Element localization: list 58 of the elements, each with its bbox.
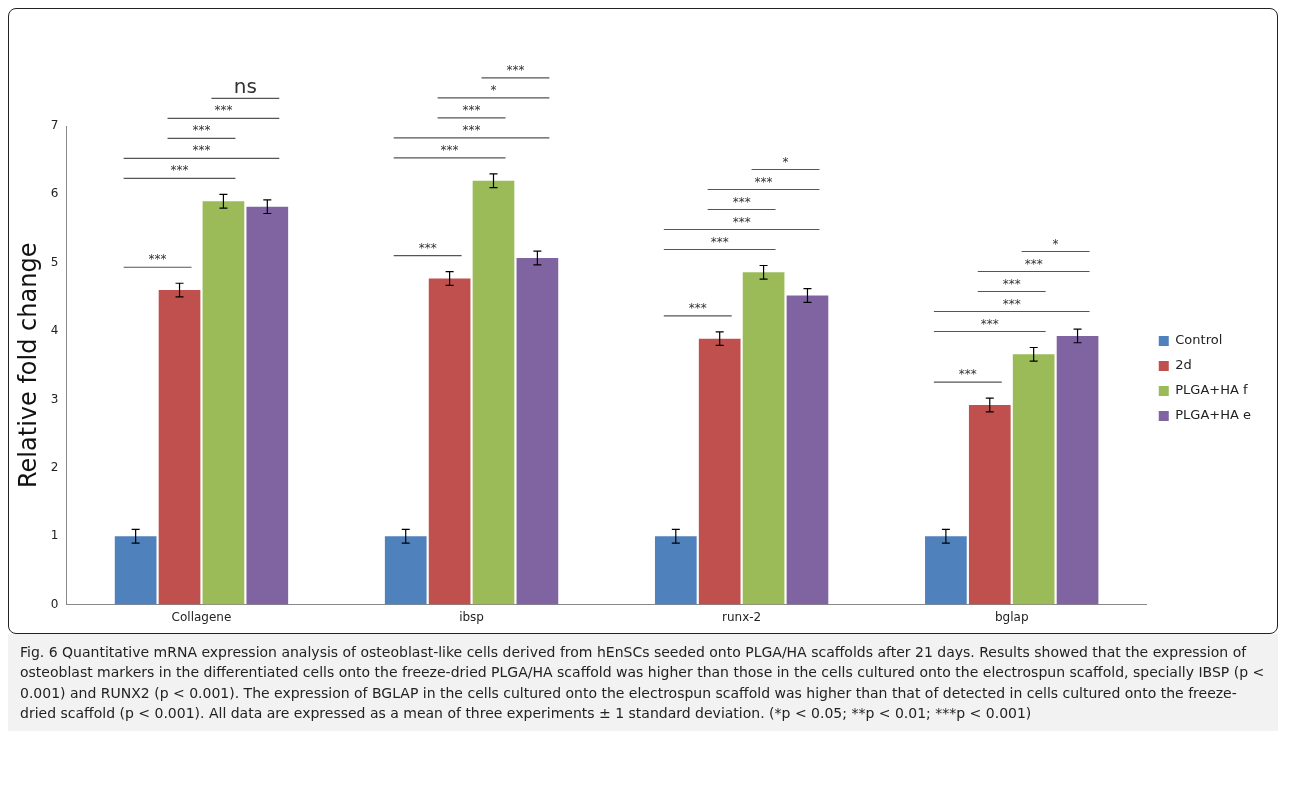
annotation: *** bbox=[732, 194, 751, 209]
annotation: *** bbox=[192, 143, 211, 158]
x-tick-label: ibsp bbox=[459, 609, 484, 624]
text: *** bbox=[214, 103, 233, 118]
bar bbox=[516, 257, 559, 605]
y-tick-label: 0 bbox=[50, 596, 59, 611]
y-tick-label: 4 bbox=[50, 323, 59, 338]
y-tick-label: 2 bbox=[50, 459, 59, 474]
legend-label: PLGA+HA e bbox=[1175, 407, 1252, 423]
bar bbox=[698, 338, 741, 605]
y-axis-title: Relative fold change bbox=[13, 242, 42, 488]
y-tick-label: 7 bbox=[50, 118, 59, 133]
annotation: *** bbox=[688, 300, 707, 315]
annotation: *** bbox=[958, 367, 977, 382]
annotation: *** bbox=[1002, 276, 1021, 291]
annotation: *** bbox=[192, 123, 211, 138]
annotation: *** bbox=[732, 214, 751, 229]
annotation: *** bbox=[440, 142, 459, 157]
legend-label: Control bbox=[1175, 332, 1223, 348]
y-tick-label: 3 bbox=[50, 391, 59, 406]
bar bbox=[246, 206, 289, 605]
annotation: *** bbox=[754, 174, 773, 189]
y-tick-label: 5 bbox=[50, 254, 59, 269]
bar bbox=[428, 278, 471, 605]
bar bbox=[1012, 354, 1055, 605]
annotation: *** bbox=[980, 316, 999, 331]
annotation: *** bbox=[148, 252, 167, 267]
annotation: *** bbox=[710, 234, 729, 249]
text: *** bbox=[506, 62, 525, 77]
x-tick-label: Collagene bbox=[171, 609, 232, 624]
x-tick-label: runx-2 bbox=[722, 609, 762, 624]
annotation: * bbox=[782, 154, 789, 169]
bar bbox=[742, 272, 785, 605]
bar bbox=[786, 295, 829, 605]
bar bbox=[158, 290, 201, 605]
annotation: *** bbox=[462, 122, 481, 137]
bar bbox=[114, 536, 157, 605]
bar bbox=[202, 201, 245, 605]
bar bbox=[654, 536, 697, 605]
bar bbox=[472, 180, 515, 605]
text: *** bbox=[462, 102, 481, 117]
bar bbox=[384, 536, 427, 605]
caption: Fig. 6 Quantitative mRNA expression analysis of osteoblast-like cells derived from hEnSCs seeded onto PLGA/HA scaffolds after 21 days. Results showed that the expression of osteoblast markers in the differentiated cells onto the freeze-dried PLGA/HA scaffold was higher than those in the cells cultured onto the electrospun scaffold, specially IBSP (p < 0.001) and RUNX2 (p < 0.001). The expression of BGLAP in the cells cultured onto the electrospun scaffold was higher than that of detected in cells cultured onto the freeze-dried scaffold (p < 0.001). All data are expressed as a mean of three experiments ± 1 standard deviation. (*p < 0.05; **p < 0.01; ***p < 0.001) bbox=[8, 634, 1278, 732]
annotation: *** bbox=[1024, 256, 1043, 271]
bar bbox=[968, 404, 1011, 605]
annotation: *** bbox=[170, 163, 189, 178]
legend-label: PLGA+HA f bbox=[1175, 382, 1248, 398]
legend-label: 2d bbox=[1175, 357, 1192, 373]
annotation: *** bbox=[418, 240, 437, 255]
bar bbox=[1056, 335, 1099, 605]
y-tick-label: 6 bbox=[50, 186, 59, 201]
text: ns bbox=[233, 73, 257, 98]
x-tick-label: bglap bbox=[994, 609, 1029, 624]
y-tick-label: 1 bbox=[50, 528, 59, 543]
text: * bbox=[490, 82, 497, 97]
annotation: *** bbox=[1002, 296, 1021, 311]
annotation: * bbox=[1052, 236, 1059, 251]
bar bbox=[925, 536, 967, 605]
